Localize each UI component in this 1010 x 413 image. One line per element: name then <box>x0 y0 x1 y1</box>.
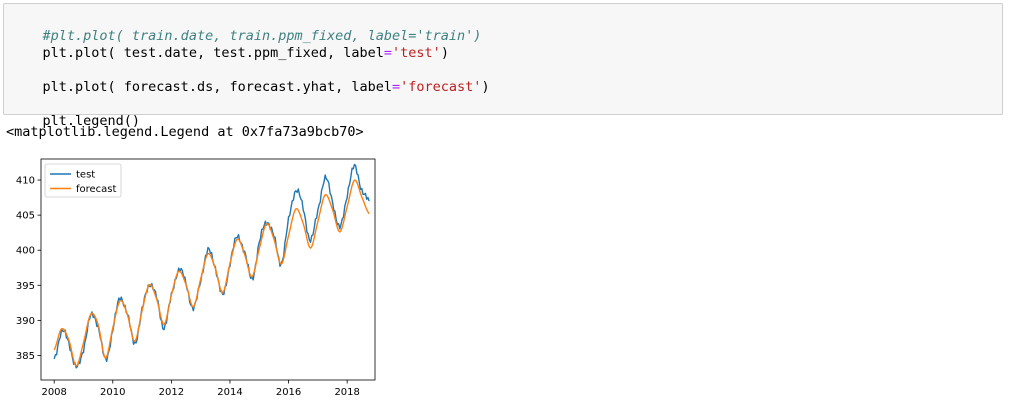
y-tick-label: 400 <box>16 246 35 257</box>
x-tick-label: 2010 <box>100 387 125 398</box>
x-tick-label: 2012 <box>159 387 184 398</box>
code-text: ) <box>440 45 449 61</box>
x-tick-label: 2008 <box>41 387 66 398</box>
code-line-2[interactable]: plt.plot( test.date, test.ppm_fixed, lab… <box>10 28 449 79</box>
x-tick-label: 2014 <box>217 387 242 398</box>
x-tick-label: 2018 <box>334 387 359 398</box>
code-text: plt.plot( forecast.ds, forecast.yhat, la… <box>42 79 393 95</box>
legend-label: forecast <box>76 184 117 195</box>
plot-output: 2008 2010 2012 2014 2016 2018 385 390 395 400 405 4… <box>0 150 390 413</box>
code-comment: #plt.plot( train.date, train.ppm_fixed, … <box>42 28 482 44</box>
code-line-4[interactable]: plt.legend() <box>10 96 141 147</box>
series-line-forecast <box>53 179 370 367</box>
y-tick-label: 410 <box>16 176 35 187</box>
plot-frame <box>40 158 376 381</box>
series-line-test <box>53 163 370 369</box>
code-text: plt.legend() <box>42 113 141 129</box>
y-tick-label: 385 <box>16 351 35 362</box>
code-string: 'forecast' <box>400 79 482 95</box>
code-cell[interactable]: #plt.plot( train.date, train.ppm_fixed, … <box>3 3 1003 129</box>
code-operator: = <box>383 45 393 61</box>
code-line-3[interactable]: plt.plot( forecast.ds, forecast.yhat, la… <box>10 62 490 113</box>
line-chart: 2008 2010 2012 2014 2016 2018 385 390 395 400 405 4… <box>16 158 376 398</box>
output-text: <matplotlib.legend.Legend at 0x7fa73a9bc… <box>6 124 364 140</box>
x-tick-label: 2016 <box>276 387 301 398</box>
code-operator: = <box>392 79 401 95</box>
y-tick-label: 405 <box>16 211 35 222</box>
code-string: 'test' <box>392 45 441 61</box>
code-text: plt.plot( test.date, test.ppm_fixed, lab… <box>42 45 384 61</box>
code-text: ) <box>481 79 490 95</box>
y-tick-label: 395 <box>16 281 35 292</box>
y-tick-label: 390 <box>16 316 35 327</box>
code-line-1[interactable]: #plt.plot( train.date, train.ppm_fixed, … <box>10 11 482 62</box>
legend-label: test <box>76 170 95 181</box>
